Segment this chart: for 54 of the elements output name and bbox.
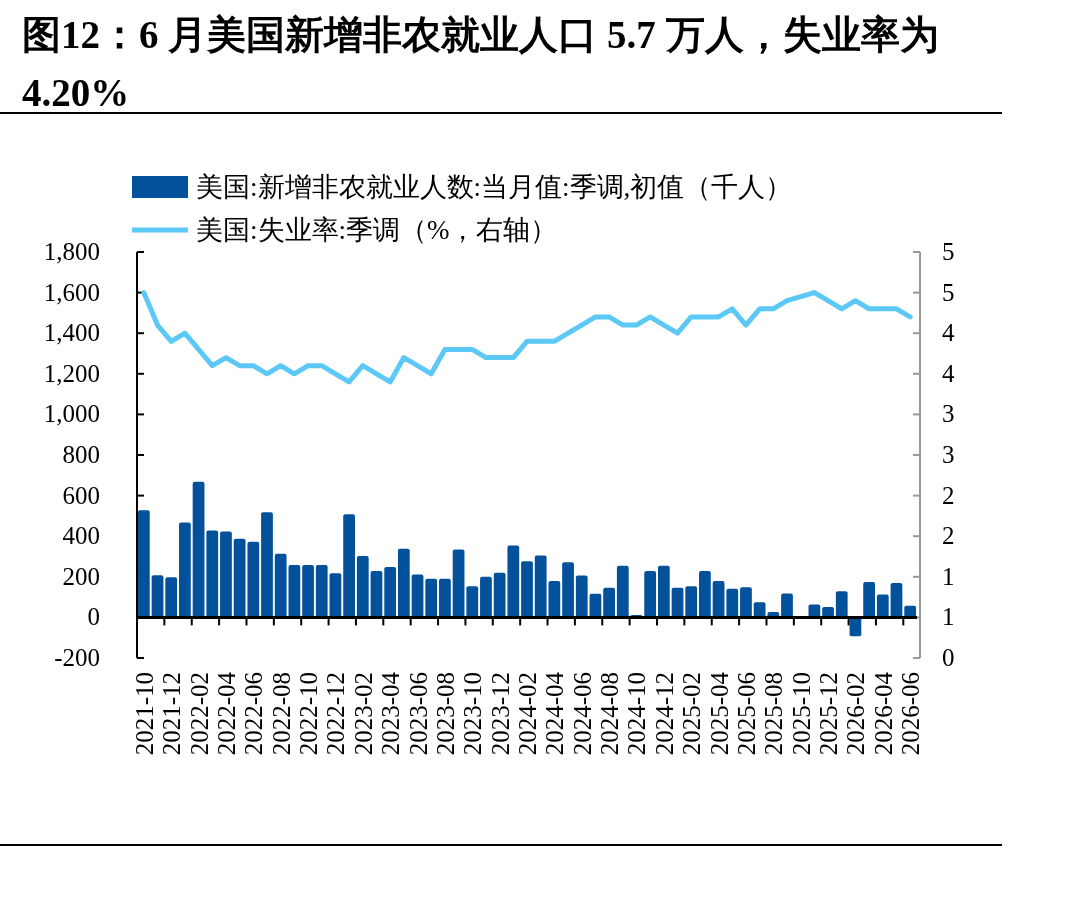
y2-tick-label: 2 bbox=[942, 481, 955, 509]
y2-tick-label: 5 bbox=[942, 238, 955, 265]
y-tick-label: -200 bbox=[54, 644, 100, 671]
x-tick-label: 2024-04 bbox=[541, 671, 569, 756]
y2-tick-label: 4 bbox=[942, 319, 955, 347]
x-tick-label: 2023-08 bbox=[431, 672, 459, 756]
y2-tick-label: 1 bbox=[942, 562, 955, 590]
x-tick-label: 2022-02 bbox=[185, 672, 213, 756]
y-tick-label: 0 bbox=[87, 603, 100, 631]
y2-tick-label: 4 bbox=[942, 359, 955, 387]
x-tick-label: 2023-06 bbox=[404, 672, 432, 756]
y2-tick-label: 1 bbox=[942, 603, 955, 631]
x-tick-label: 2024-12 bbox=[650, 672, 678, 756]
x-tick-label: 2024-08 bbox=[596, 672, 624, 756]
y-tick-label: 400 bbox=[62, 522, 100, 550]
y2-tick-label: 5 bbox=[942, 278, 955, 306]
y-tick-label: 800 bbox=[62, 441, 100, 468]
x-tick-label: 2024-02 bbox=[514, 672, 541, 756]
x-tick-label: 2023-10 bbox=[459, 672, 487, 756]
y2-tick-label: 3 bbox=[942, 441, 955, 468]
x-tick-label: 2025-02 bbox=[678, 672, 706, 756]
x-tick-label: 2023-12 bbox=[486, 672, 514, 756]
y2-tick-label: 3 bbox=[942, 400, 955, 428]
y-tick-label: 1,600 bbox=[43, 278, 100, 306]
x-tick-label: 2025-06 bbox=[732, 672, 760, 756]
x-tick-label: 2021-12 bbox=[158, 672, 186, 756]
x-tick-label: 2026-04 bbox=[869, 671, 897, 756]
x-tick-label: 2022-06 bbox=[240, 672, 268, 756]
x-tick-label: 2024-10 bbox=[623, 672, 651, 756]
x-tick-label: 2025-04 bbox=[705, 671, 733, 756]
x-tick-label: 2026-02 bbox=[842, 672, 870, 756]
y-tick-label: 1,800 bbox=[43, 238, 100, 265]
x-tick-label: 2022-10 bbox=[295, 672, 323, 756]
y-tick-label: 200 bbox=[62, 562, 100, 590]
x-tick-label: 2022-04 bbox=[212, 671, 240, 756]
x-tick-label: 2025-12 bbox=[815, 672, 843, 756]
y2-tick-label: 0 bbox=[942, 644, 955, 671]
legend-label: 美国:新增非农就业人数:当月值:季调,初值（千人） bbox=[196, 172, 793, 202]
x-tick-label: 2026-06 bbox=[897, 672, 925, 756]
legend-label: 美国:失业率:季调（%，右轴） bbox=[196, 215, 558, 245]
chart-title: 图12：6 月美国新增非农就业人口 5.7 万人，失业率为 4.20% bbox=[22, 12, 940, 116]
x-tick-label: 2022-08 bbox=[267, 672, 295, 756]
y-tick-label: 1,000 bbox=[43, 400, 100, 428]
x-tick-label: 2023-04 bbox=[377, 671, 405, 756]
x-tick-label: 2021-10 bbox=[130, 672, 158, 756]
y2-tick-label: 2 bbox=[942, 522, 955, 550]
x-tick-label: 2025-08 bbox=[760, 672, 788, 756]
x-tick-label: 2025-10 bbox=[787, 672, 815, 756]
y-tick-label: 1,200 bbox=[43, 359, 100, 387]
y-tick-label: 1,400 bbox=[43, 319, 100, 347]
y-tick-label: 600 bbox=[62, 481, 100, 509]
x-tick-label: 2023-02 bbox=[349, 672, 377, 756]
x-tick-label: 2022-12 bbox=[322, 672, 350, 756]
x-tick-label: 2024-06 bbox=[568, 672, 596, 756]
